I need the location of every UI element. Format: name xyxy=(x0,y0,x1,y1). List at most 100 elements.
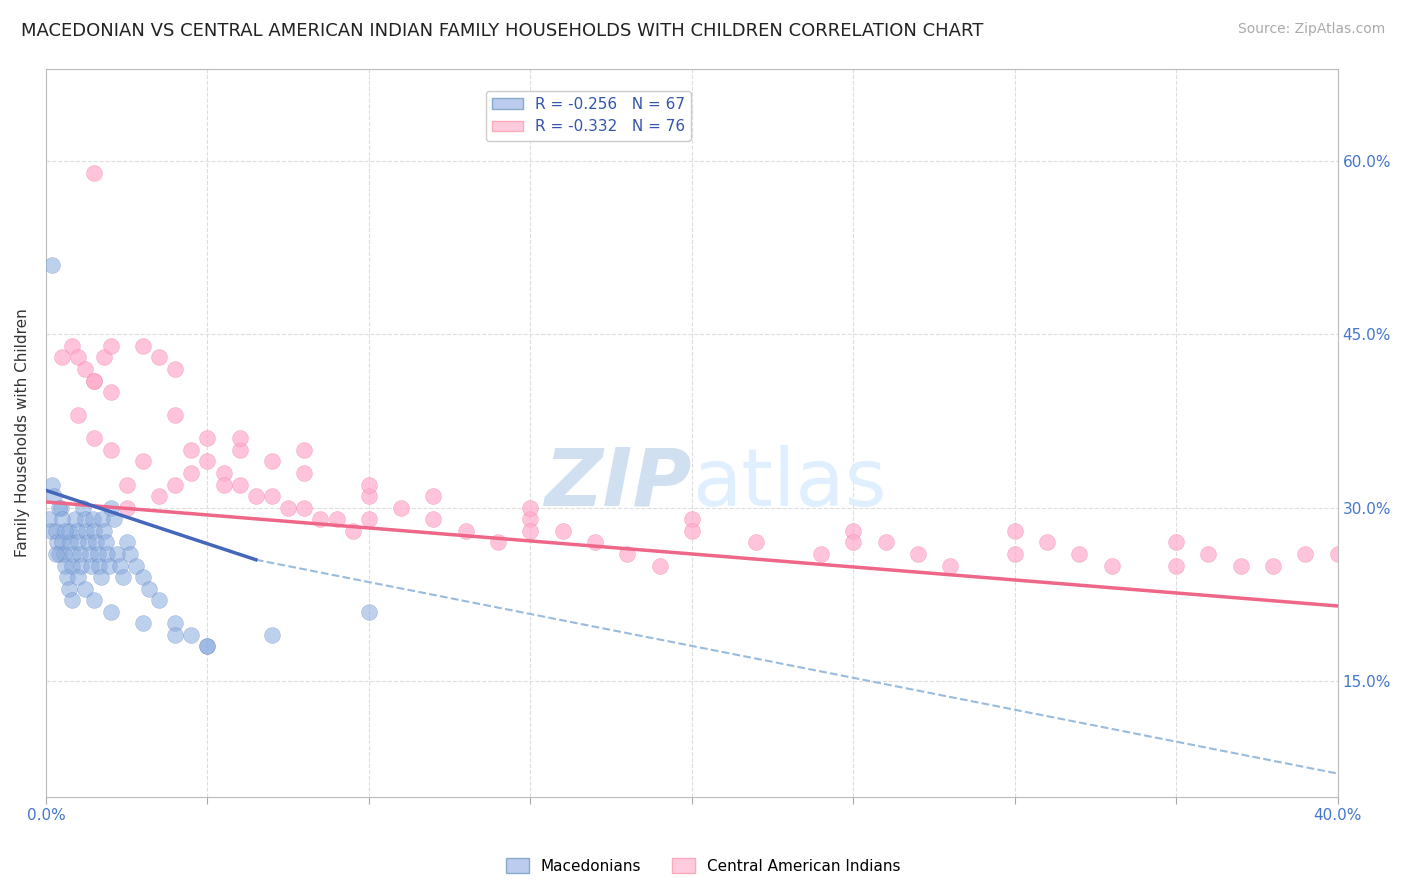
Point xyxy=(309,512,332,526)
Point xyxy=(1294,547,1316,561)
Point xyxy=(83,374,105,388)
Point xyxy=(260,628,283,642)
Point xyxy=(260,454,283,468)
Point xyxy=(616,547,638,561)
Point xyxy=(41,258,63,272)
Legend: R = -0.256   N = 67, R = -0.332   N = 76: R = -0.256 N = 67, R = -0.332 N = 76 xyxy=(486,91,690,141)
Point xyxy=(56,570,79,584)
Point xyxy=(110,558,132,573)
Point xyxy=(83,374,105,388)
Point xyxy=(60,558,83,573)
Text: MACEDONIAN VS CENTRAL AMERICAN INDIAN FAMILY HOUSEHOLDS WITH CHILDREN CORRELATIO: MACEDONIAN VS CENTRAL AMERICAN INDIAN FA… xyxy=(21,22,983,40)
Point xyxy=(90,570,112,584)
Point xyxy=(73,582,96,596)
Point xyxy=(91,512,114,526)
Point xyxy=(69,547,91,561)
Point xyxy=(148,593,170,607)
Point xyxy=(551,524,574,538)
Point xyxy=(97,558,120,573)
Point xyxy=(519,524,541,538)
Point xyxy=(103,512,125,526)
Point xyxy=(53,524,76,538)
Point xyxy=(165,409,187,423)
Point xyxy=(292,442,315,457)
Point xyxy=(180,442,202,457)
Point xyxy=(79,547,101,561)
Point xyxy=(77,535,100,549)
Point xyxy=(105,547,128,561)
Point xyxy=(51,512,73,526)
Point xyxy=(115,477,138,491)
Y-axis label: Family Households with Children: Family Households with Children xyxy=(15,309,30,557)
Point xyxy=(422,489,444,503)
Point xyxy=(1326,547,1348,561)
Point xyxy=(132,616,155,631)
Point xyxy=(45,547,67,561)
Point xyxy=(83,165,105,179)
Text: ZIP: ZIP xyxy=(544,444,692,523)
Point xyxy=(38,512,60,526)
Point xyxy=(292,500,315,515)
Point xyxy=(48,547,70,561)
Point xyxy=(125,558,148,573)
Point xyxy=(100,605,122,619)
Point xyxy=(325,512,347,526)
Point xyxy=(519,512,541,526)
Point xyxy=(118,547,141,561)
Point xyxy=(49,500,72,515)
Point xyxy=(292,466,315,480)
Point xyxy=(165,477,187,491)
Point xyxy=(1101,558,1123,573)
Point xyxy=(148,489,170,503)
Point xyxy=(70,558,93,573)
Point xyxy=(58,524,80,538)
Point xyxy=(583,535,606,549)
Point xyxy=(1004,524,1026,538)
Point xyxy=(80,558,103,573)
Point xyxy=(94,535,117,549)
Point xyxy=(197,640,219,654)
Text: atlas: atlas xyxy=(692,444,886,523)
Point xyxy=(939,558,962,573)
Point xyxy=(46,535,69,549)
Point xyxy=(1004,547,1026,561)
Point xyxy=(681,524,703,538)
Point xyxy=(357,477,380,491)
Point xyxy=(212,477,235,491)
Point xyxy=(681,512,703,526)
Point xyxy=(389,500,412,515)
Point xyxy=(1229,558,1251,573)
Point xyxy=(52,547,75,561)
Point xyxy=(100,385,122,400)
Point xyxy=(66,524,89,538)
Point xyxy=(197,454,219,468)
Point xyxy=(810,547,832,561)
Point xyxy=(86,547,108,561)
Point xyxy=(907,547,929,561)
Point xyxy=(357,489,380,503)
Point xyxy=(165,616,187,631)
Point xyxy=(83,593,105,607)
Point xyxy=(59,535,82,549)
Point xyxy=(73,512,96,526)
Point xyxy=(100,339,122,353)
Point xyxy=(486,535,509,549)
Point xyxy=(63,512,86,526)
Point xyxy=(93,524,115,538)
Point xyxy=(1036,535,1059,549)
Point xyxy=(51,535,73,549)
Point xyxy=(67,409,90,423)
Point xyxy=(648,558,671,573)
Point xyxy=(1261,558,1284,573)
Point xyxy=(745,535,768,549)
Point xyxy=(357,512,380,526)
Point xyxy=(245,489,267,503)
Point xyxy=(73,362,96,376)
Point xyxy=(72,500,94,515)
Point xyxy=(60,339,83,353)
Point xyxy=(165,628,187,642)
Point xyxy=(180,628,202,642)
Point xyxy=(42,489,65,503)
Point xyxy=(58,582,80,596)
Point xyxy=(62,547,84,561)
